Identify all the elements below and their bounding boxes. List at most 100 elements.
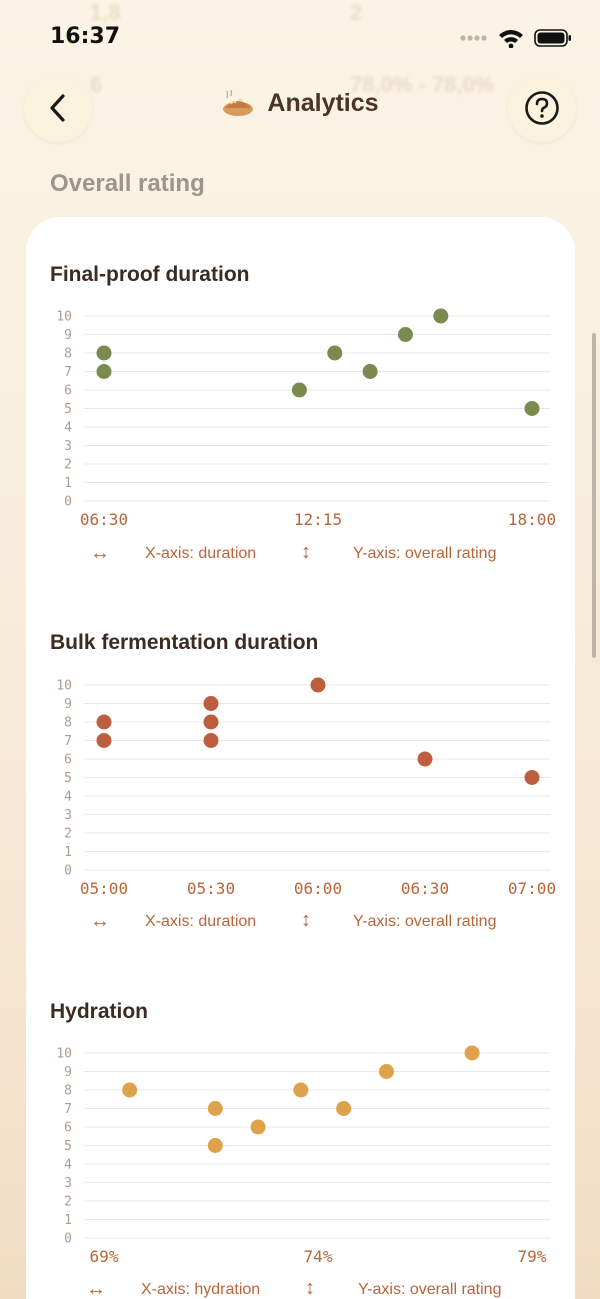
y-tick-label: 3 [64, 1176, 72, 1191]
vertical-arrows-icon: ↕ [305, 1277, 315, 1299]
y-tick-label: 8 [64, 1084, 72, 1099]
y-tick-label: 2 [64, 1195, 72, 1210]
y-tick-label: 3 [64, 808, 72, 823]
data-point[interactable] [203, 714, 219, 730]
data-point[interactable] [310, 677, 326, 693]
y-tick-label: 4 [64, 1158, 72, 1173]
data-point[interactable] [336, 1101, 352, 1116]
bread-icon [223, 89, 254, 116]
data-point[interactable] [96, 345, 112, 361]
y-tick-label: 5 [64, 771, 72, 786]
y-tick-label: 9 [64, 1065, 72, 1080]
data-point[interactable] [96, 364, 112, 379]
y-tick-label: 2 [64, 458, 72, 473]
horizontal-arrows-icon: ↔ [86, 1278, 106, 1299]
legend-y-label: Y-axis: overall rating [353, 545, 497, 562]
legend-x-label: X-axis: duration [145, 545, 257, 562]
data-point[interactable] [96, 714, 112, 730]
legend-y-label: Y-axis: overall rating [358, 1281, 502, 1298]
x-tick-label: 06:30 [401, 879, 449, 898]
y-tick-label: 4 [64, 421, 72, 436]
data-point[interactable] [362, 364, 378, 379]
data-point[interactable] [203, 733, 219, 748]
data-point[interactable] [433, 308, 449, 324]
data-point[interactable] [293, 1082, 309, 1098]
y-tick-label: 6 [64, 1121, 72, 1136]
data-point[interactable] [378, 1064, 394, 1079]
y-tick-label: 10 [56, 679, 72, 694]
legend-x-label: X-axis: duration [145, 913, 257, 930]
data-point[interactable] [207, 1138, 223, 1153]
x-tick-label: 79% [518, 1247, 547, 1266]
chart-title-hydration: Hydration [50, 1000, 149, 1023]
vertical-arrows-icon: ↕ [301, 909, 311, 931]
x-tick-label: 07:00 [508, 879, 556, 898]
y-tick-label: 1 [64, 845, 72, 860]
battery-icon [534, 29, 571, 47]
data-point[interactable] [397, 327, 413, 342]
y-tick-label: 10 [56, 310, 72, 325]
horizontal-arrows-icon: ↔ [90, 542, 110, 564]
data-point[interactable] [524, 770, 540, 785]
y-tick-label: 7 [64, 734, 72, 749]
y-tick-label: 0 [64, 1232, 72, 1247]
y-tick-label: 0 [64, 495, 72, 510]
horizontal-arrows-icon: ↔ [90, 910, 110, 932]
y-tick-label: 5 [64, 402, 72, 417]
data-point[interactable] [524, 401, 540, 416]
y-tick-label: 0 [64, 864, 72, 879]
chart-title-bulk-fermentation: Bulk fermentation duration [50, 631, 319, 654]
data-point[interactable] [207, 1101, 223, 1116]
nav-title: Analytics [0, 88, 600, 118]
chart-bulk-fermentation: 0 1 2 3 4 5 6 7 8 9 10 05:00 05:30 06:00 06:30 07:00 [56, 677, 556, 898]
data-point[interactable] [250, 1119, 266, 1135]
x-tick-label: 69% [90, 1247, 119, 1266]
chart-legend-final-proof: ↔ X-axis: duration ↕ Y-axis: overall rat… [0, 541, 600, 569]
y-tick-label: 7 [64, 365, 72, 380]
y-tick-label: 8 [64, 347, 72, 362]
wifi-icon [499, 30, 523, 48]
data-point[interactable] [291, 382, 307, 398]
x-tick-label: 74% [304, 1247, 333, 1266]
y-tick-label: 6 [64, 753, 72, 768]
status-icons [460, 27, 572, 49]
y-tick-label: 10 [56, 1047, 72, 1062]
chart-legend-hydration: ↔ X-axis: hydration ↕ Y-axis: overall ra… [0, 1277, 600, 1299]
question-circle-icon [525, 91, 559, 125]
y-tick-label: 3 [64, 439, 72, 454]
scrollbar[interactable] [592, 333, 596, 658]
y-tick-label: 4 [64, 790, 72, 805]
data-point[interactable] [327, 345, 343, 361]
y-tick-label: 5 [64, 1139, 72, 1154]
chart-hydration: 0 1 2 3 4 5 6 7 8 9 10 69% 74% 79% [56, 1045, 550, 1266]
x-tick-label: 05:00 [80, 879, 128, 898]
nav-title-text: Analytics [267, 88, 379, 117]
chart-legend-bulk-fermentation: ↔ X-axis: duration ↕ Y-axis: overall rat… [0, 909, 600, 937]
x-tick-label: 05:30 [187, 879, 235, 898]
section-title: Overall rating [50, 170, 205, 197]
y-tick-label: 1 [64, 1213, 72, 1228]
chevron-left-icon [50, 94, 65, 122]
y-tick-label: 2 [64, 827, 72, 842]
data-point[interactable] [417, 751, 433, 767]
status-bar: 16:37 [0, 0, 600, 70]
vertical-arrows-icon: ↕ [301, 541, 311, 563]
legend-y-label: Y-axis: overall rating [353, 913, 497, 930]
x-tick-label: 18:00 [508, 510, 556, 529]
x-tick-label: 12:15 [294, 510, 342, 529]
data-point[interactable] [203, 696, 219, 711]
y-tick-label: 8 [64, 716, 72, 731]
y-tick-label: 9 [64, 328, 72, 343]
y-tick-label: 1 [64, 476, 72, 491]
help-button[interactable] [508, 74, 576, 142]
data-point[interactable] [122, 1082, 138, 1098]
data-point[interactable] [464, 1045, 480, 1061]
legend-x-label: X-axis: hydration [141, 1281, 261, 1298]
x-tick-label: 06:00 [294, 879, 342, 898]
back-button[interactable] [24, 74, 92, 142]
chart-title-final-proof: Final-proof duration [50, 263, 250, 286]
chart-final-proof: 0 1 2 3 4 5 6 7 8 9 10 06:30 12:15 18:00 [56, 308, 556, 529]
y-tick-label: 7 [64, 1102, 72, 1117]
status-time: 16:37 [50, 24, 121, 49]
data-point[interactable] [96, 733, 112, 748]
